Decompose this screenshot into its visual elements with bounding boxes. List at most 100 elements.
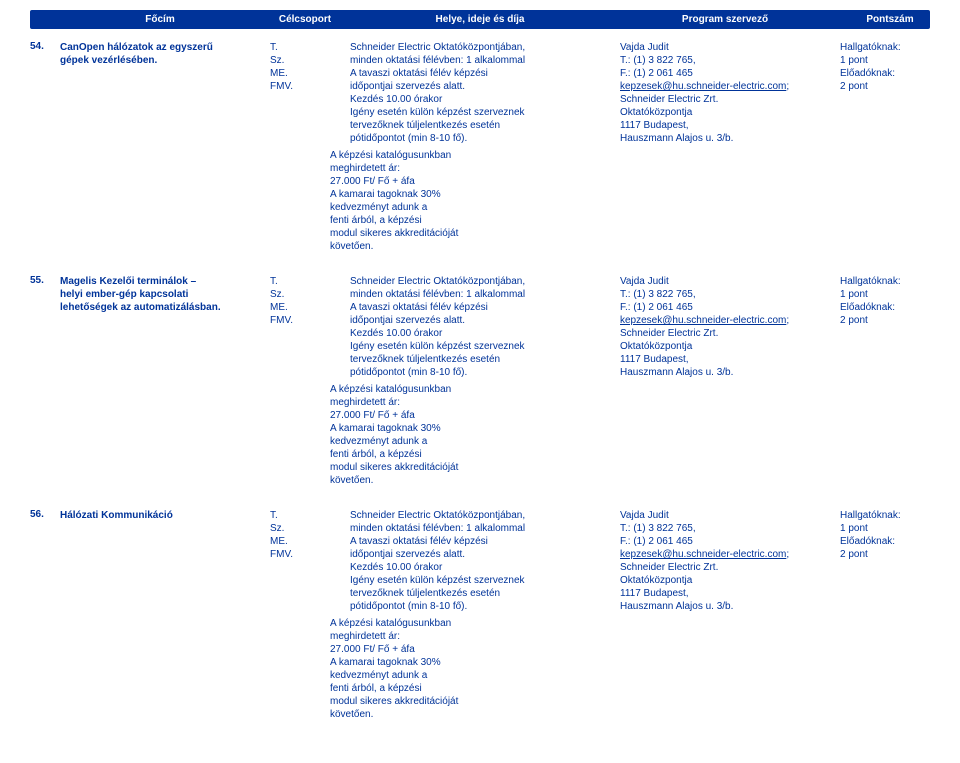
title-line: lehetőségek az automatizálásban. — [60, 301, 260, 314]
score-line: Hallgatóknak: — [840, 509, 940, 522]
place-line: Igény esetén külön képzést szerveznek — [350, 340, 610, 353]
table-row: 54. CanOpen hálózatok az egyszerű gépek … — [30, 41, 930, 145]
org-line: Hauszmann Alajos u. 3/b. — [620, 366, 830, 379]
org-line: T.: (1) 3 822 765, — [620, 522, 830, 535]
org-line: F.: (1) 2 061 465 — [620, 535, 830, 548]
score-line: 2 pont — [840, 548, 940, 561]
catalog-block: A képzési katalógusunkban meghirdetett á… — [30, 617, 930, 721]
header-title: Főcím — [60, 14, 270, 25]
title-line: CanOpen hálózatok az egyszerű — [60, 41, 260, 54]
place-line: A tavaszi oktatási félév képzési — [350, 301, 610, 314]
org-sep: ; — [786, 81, 789, 92]
header-spacer — [30, 14, 60, 25]
catalog-line: modul sikeres akkreditációját — [330, 227, 590, 240]
place-line: pótidőpontot (min 8-10 fő). — [350, 600, 610, 613]
place-line: Schneider Electric Oktatóközpontjában, — [350, 275, 610, 288]
score-line: 1 pont — [840, 54, 940, 67]
place-line: minden oktatási félévben: 1 alkalommal — [350, 288, 610, 301]
org-line: Hauszmann Alajos u. 3/b. — [620, 132, 830, 145]
catalog-line: modul sikeres akkreditációját — [330, 461, 590, 474]
org-line: kepzesek@hu.schneider-electric.com; — [620, 80, 830, 93]
header-score: Pontszám — [840, 14, 940, 25]
org-line: F.: (1) 2 061 465 — [620, 67, 830, 80]
place-line: minden oktatási félévben: 1 alkalommal — [350, 54, 610, 67]
catalog-line: fenti árból, a képzési — [330, 214, 590, 227]
org-email-link[interactable]: kepzesek@hu.schneider-electric.com — [620, 81, 786, 92]
place-line: A tavaszi oktatási félév képzési — [350, 535, 610, 548]
row-title: Hálózati Kommunikáció — [60, 509, 270, 522]
score-line: Előadóknak: — [840, 67, 940, 80]
catalog-line: A képzési katalógusunkban — [330, 383, 590, 396]
score-line: 1 pont — [840, 522, 940, 535]
row-group: T. Sz. ME. FMV. — [270, 509, 350, 561]
org-line: T.: (1) 3 822 765, — [620, 54, 830, 67]
group-line: FMV. — [270, 548, 340, 561]
org-line: Schneider Electric Zrt. — [620, 93, 830, 106]
table-header: Főcím Célcsoport Helye, ideje és díja Pr… — [30, 10, 930, 29]
row-organizer: Vajda Judit T.: (1) 3 822 765, F.: (1) 2… — [620, 275, 840, 379]
catalog-line: A kamarai tagoknak 30% — [330, 422, 590, 435]
catalog-line: 27.000 Ft/ Fő + áfa — [330, 409, 590, 422]
org-line: Hauszmann Alajos u. 3/b. — [620, 600, 830, 613]
group-line: T. — [270, 275, 340, 288]
group-line: Sz. — [270, 288, 340, 301]
page-container: Főcím Célcsoport Helye, ideje és díja Pr… — [0, 0, 960, 763]
table-row: 56. Hálózati Kommunikáció T. Sz. ME. FMV… — [30, 509, 930, 613]
org-line: Vajda Judit — [620, 509, 830, 522]
catalog-text: A képzési katalógusunkban meghirdetett á… — [330, 149, 590, 253]
group-line: ME. — [270, 301, 340, 314]
catalog-block: A képzési katalógusunkban meghirdetett á… — [30, 383, 930, 487]
org-line: Vajda Judit — [620, 275, 830, 288]
org-line: T.: (1) 3 822 765, — [620, 288, 830, 301]
row-number: 55. — [30, 275, 60, 286]
place-line: időpontjai szervezés alatt. — [350, 548, 610, 561]
place-line: Schneider Electric Oktatóközpontjában, — [350, 509, 610, 522]
title-line: gépek vezérlésében. — [60, 54, 260, 67]
group-line: Sz. — [270, 522, 340, 535]
org-line: 1117 Budapest, — [620, 587, 830, 600]
catalog-line: követően. — [330, 708, 590, 721]
place-line: tervezőknek túljelentkezés esetén — [350, 119, 610, 132]
catalog-line: 27.000 Ft/ Fő + áfa — [330, 643, 590, 656]
place-line: Igény esetén külön képzést szerveznek — [350, 574, 610, 587]
catalog-line: követően. — [330, 474, 590, 487]
org-line: kepzesek@hu.schneider-electric.com; — [620, 548, 830, 561]
group-line: ME. — [270, 67, 340, 80]
header-org: Program szervező — [620, 14, 840, 25]
place-line: időpontjai szervezés alatt. — [350, 314, 610, 327]
org-line: Oktatóközpontja — [620, 340, 830, 353]
group-line: Sz. — [270, 54, 340, 67]
place-line: Schneider Electric Oktatóközpontjában, — [350, 41, 610, 54]
org-line: kepzesek@hu.schneider-electric.com; — [620, 314, 830, 327]
catalog-line: modul sikeres akkreditációját — [330, 695, 590, 708]
title-line: Hálózati Kommunikáció — [60, 509, 260, 522]
catalog-line: A képzési katalógusunkban — [330, 617, 590, 630]
catalog-line: 27.000 Ft/ Fő + áfa — [330, 175, 590, 188]
org-line: F.: (1) 2 061 465 — [620, 301, 830, 314]
group-line: ME. — [270, 535, 340, 548]
row-number: 54. — [30, 41, 60, 52]
group-line: T. — [270, 509, 340, 522]
org-line: Oktatóközpontja — [620, 106, 830, 119]
row-title: CanOpen hálózatok az egyszerű gépek vezé… — [60, 41, 270, 67]
org-sep: ; — [786, 315, 789, 326]
place-line: Kezdés 10.00 órakor — [350, 93, 610, 106]
score-line: 1 pont — [840, 288, 940, 301]
org-line: Oktatóközpontja — [620, 574, 830, 587]
org-email-link[interactable]: kepzesek@hu.schneider-electric.com — [620, 315, 786, 326]
row-organizer: Vajda Judit T.: (1) 3 822 765, F.: (1) 2… — [620, 509, 840, 613]
catalog-line: meghirdetett ár: — [330, 396, 590, 409]
header-group: Célcsoport — [270, 14, 350, 25]
org-line: Vajda Judit — [620, 41, 830, 54]
place-line: pótidőpontot (min 8-10 fő). — [350, 132, 610, 145]
org-email-link[interactable]: kepzesek@hu.schneider-electric.com — [620, 549, 786, 560]
place-line: tervezőknek túljelentkezés esetén — [350, 353, 610, 366]
row-group: T. Sz. ME. FMV. — [270, 275, 350, 327]
place-line: Kezdés 10.00 órakor — [350, 561, 610, 574]
title-line: Magelis Kezelői terminálok – — [60, 275, 260, 288]
spacer — [30, 383, 330, 487]
header-place: Helye, ideje és díja — [350, 14, 620, 25]
place-line: Igény esetén külön képzést szerveznek — [350, 106, 610, 119]
row-score: Hallgatóknak: 1 pont Előadóknak: 2 pont — [840, 41, 940, 93]
org-line: Schneider Electric Zrt. — [620, 327, 830, 340]
